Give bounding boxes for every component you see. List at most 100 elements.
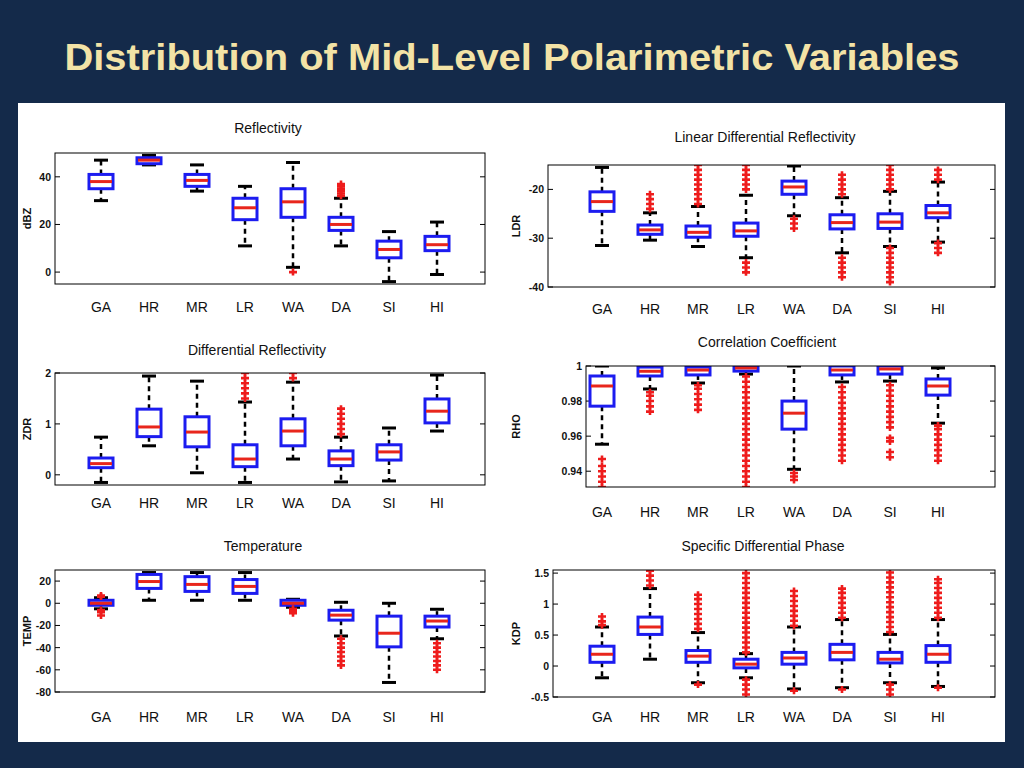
whisker [601,211,604,245]
box [89,600,113,605]
whisker-cap [595,166,609,169]
y-tick [55,176,60,177]
category-label: HR [640,709,660,725]
median [687,655,709,658]
category-label: MR [687,709,709,725]
page: Distribution of Mid-Level Polarimetric V… [0,0,1024,768]
box [638,225,662,234]
median [378,632,400,635]
median [138,580,160,583]
y-tick [990,436,995,437]
marks [590,570,950,697]
y-tick [480,176,485,177]
median [687,369,709,372]
outlier [646,205,654,212]
box [89,174,113,188]
y-tick [55,647,60,648]
median [330,458,352,461]
whisker [649,213,652,225]
whisker-cap [190,190,204,193]
median [687,231,709,234]
outlier [838,274,846,281]
whisker-cap [238,481,252,484]
outlier [934,422,942,429]
box [782,181,806,194]
y-tick [553,666,558,667]
median [831,651,853,654]
whisker-cap [238,244,252,247]
outlier [838,585,846,592]
whisker-cap [190,599,204,602]
category-label: GA [91,495,112,511]
category-label: DA [832,504,852,520]
y-tick [55,669,60,670]
outlier [934,176,942,183]
whisker [601,406,604,444]
median [783,412,805,415]
whisker [292,163,295,189]
chart-title: Reflectivity [234,120,302,136]
y-tick-label: 20 [39,575,51,587]
y-tick-label: 40 [39,171,51,183]
median [831,221,853,224]
box [377,241,401,258]
box [878,214,902,229]
whisker-cap [190,571,204,574]
outlier [694,591,702,598]
outlier [694,681,702,688]
box [686,651,710,663]
whisker-cap [94,199,108,202]
whisker [601,627,604,646]
category-label: WA [282,709,305,725]
y-axis-label: TEMP [21,616,33,647]
outlier [790,225,798,232]
whisker-cap [643,239,657,242]
y-axis-label: ZDR [21,418,33,441]
median [879,367,901,370]
outlier [934,576,942,583]
y-tick [55,603,60,604]
y-tick [553,573,558,574]
median [282,430,304,433]
box [329,217,353,230]
y-tick [553,635,558,636]
y-tick-label: 0 [45,266,51,278]
whisker [793,429,796,469]
chart-panel: TemperatureTEMP-80-60-40-20020GAHRMRLRWA… [21,538,485,725]
box [137,158,161,164]
whisker-cap [94,481,108,484]
outlier [598,613,606,620]
whisker-cap [382,426,396,429]
whisker-cap [739,256,753,259]
y-tick [553,604,558,605]
median [426,620,448,623]
category-label: HR [139,709,159,725]
box [233,198,257,219]
whisker-cap [382,602,396,605]
whisker-cap [190,471,204,474]
whisker-cap [382,230,396,233]
category-label: LR [737,709,755,725]
outlier [694,382,702,389]
whisker [937,182,940,205]
median [735,663,757,666]
y-tick-label: -40 [529,281,544,293]
median [783,656,805,659]
chart-title: Linear Differential Reflectivity [674,129,855,145]
category-label: LR [236,495,254,511]
median [927,211,949,214]
box [878,366,902,374]
y-tick-label: 1 [45,418,51,430]
category-label: WA [282,495,305,511]
box [590,376,614,406]
median [138,159,160,162]
y-tick [990,666,995,667]
outlier [337,662,345,669]
y-tick-label: -40 [36,642,51,654]
box [590,192,614,212]
outlier [790,687,798,694]
box [377,445,401,460]
whisker-cap [334,480,348,483]
box [830,215,854,229]
outlier [646,389,654,396]
